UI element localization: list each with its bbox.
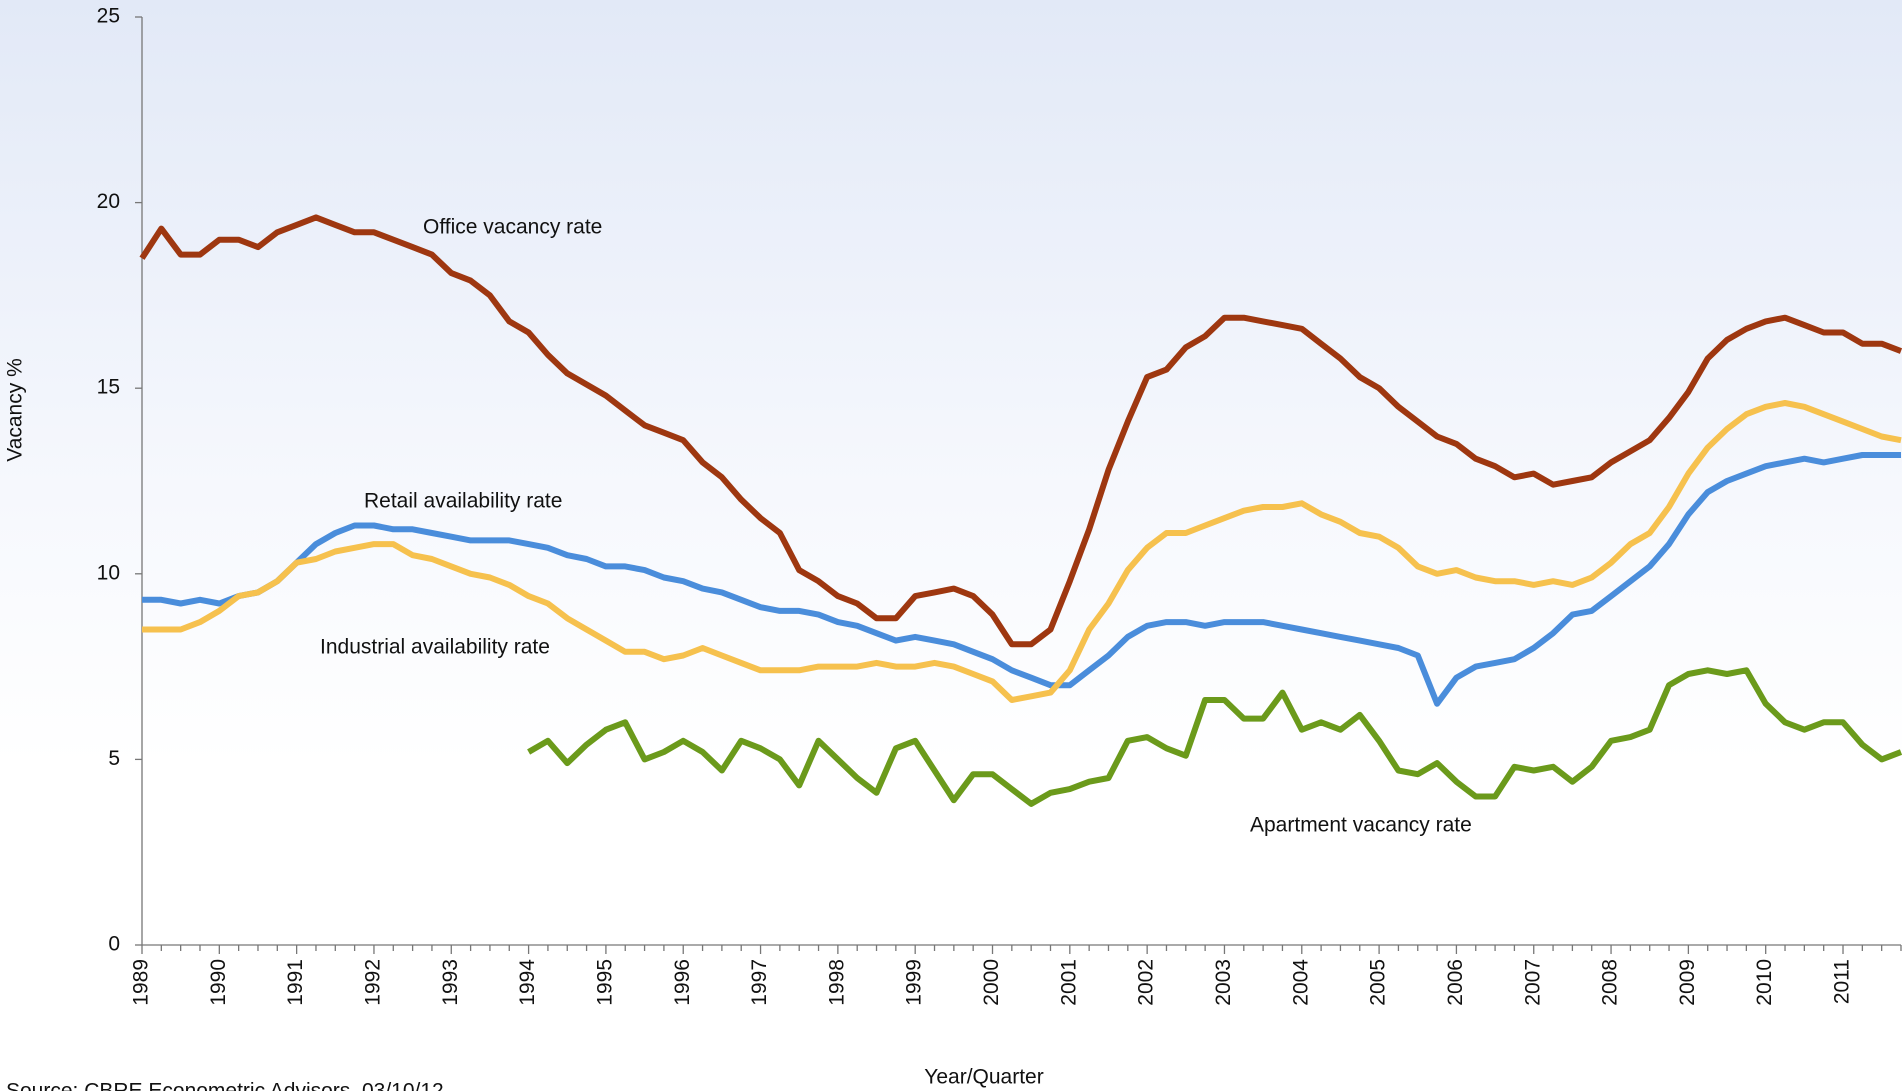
x-tick-label: 2009	[1676, 959, 1699, 1006]
x-tick-label: 2007	[1521, 959, 1544, 1006]
x-tick-label: 2002	[1135, 959, 1158, 1006]
x-tick-label: 1993	[439, 959, 462, 1006]
data-line	[139, 214, 1902, 648]
x-tick-label: 2000	[980, 959, 1003, 1006]
x-tick-label: 1994	[516, 959, 539, 1006]
y-tick-label: 25	[97, 5, 120, 28]
x-tick-label: 2005	[1367, 959, 1390, 1006]
data-line	[527, 667, 1902, 807]
x-tick-label: 2001	[1057, 959, 1080, 1006]
series-annotation: Industrial availability rate	[320, 636, 550, 659]
x-tick-label: 1996	[671, 959, 694, 1006]
y-tick-label: 5	[108, 747, 120, 770]
series-annotation: Office vacancy rate	[423, 216, 602, 239]
y-tick-label: 10	[97, 561, 120, 584]
x-tick-label: 1998	[825, 959, 848, 1006]
source-note: Source: CBRE Econometric Advisors, 03/10…	[6, 1080, 444, 1091]
x-tick-label: 2011	[1831, 959, 1854, 1004]
y-tick-label: 15	[97, 376, 120, 399]
x-tick-label: 2010	[1753, 959, 1776, 1006]
data-line	[142, 452, 1901, 707]
y-axis-label: Vacancy %	[4, 358, 27, 462]
x-axis-label: Year/Quarter	[924, 1066, 1043, 1089]
x-tick-label: 1990	[207, 959, 230, 1006]
x-tick-label: 2006	[1444, 959, 1467, 1006]
data-line	[142, 400, 1902, 703]
x-tick-label: 1991	[284, 959, 307, 1006]
x-tick-label: 1999	[903, 959, 926, 1006]
y-tick-label: 20	[97, 190, 120, 213]
x-tick-label: 1992	[362, 959, 385, 1006]
y-tick-label: 0	[108, 933, 120, 956]
x-tick-label: 2008	[1599, 959, 1622, 1006]
series-annotation: Apartment vacancy rate	[1250, 814, 1472, 837]
series-annotation: Retail availability rate	[364, 490, 562, 513]
x-tick-label: 2004	[1289, 959, 1312, 1006]
x-tick-label: 1997	[748, 959, 771, 1006]
x-tick-label: 1989	[130, 959, 153, 1006]
x-tick-label: 1995	[593, 959, 616, 1006]
x-tick-label: 2003	[1212, 959, 1235, 1006]
